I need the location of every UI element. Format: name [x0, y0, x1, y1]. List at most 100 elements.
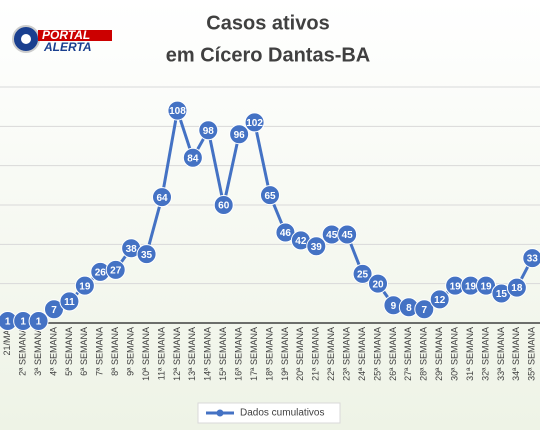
x-tick-label: 26ª SEMANA	[388, 327, 398, 381]
x-tick-label: 35ª SEMANA	[527, 327, 537, 381]
marker	[229, 124, 250, 145]
data-label: 26	[95, 268, 107, 279]
x-tick-label: 4ª SEMANA	[48, 327, 58, 376]
data-label: 18	[511, 283, 523, 294]
data-label: 108	[169, 106, 186, 117]
x-tick-label: 21ª SEMANA	[311, 327, 321, 381]
marker	[74, 275, 95, 296]
x-tick-label: 12ª SEMANA	[172, 327, 182, 381]
logo-text: ALERTA	[43, 40, 92, 54]
x-tick-label: 3ª SEMANA	[33, 327, 43, 376]
x-tick-label: 22ª SEMANA	[326, 327, 336, 381]
logo-icon	[21, 34, 31, 44]
data-label: 7	[51, 305, 57, 316]
x-tick-label: 20ª SEMANA	[295, 327, 305, 381]
data-label: 15	[496, 289, 508, 300]
x-tick-label: 28ª SEMANA	[419, 327, 429, 381]
chart-title: em Cícero Dantas-BA	[166, 44, 371, 66]
logo: PORTAL ALERTA	[12, 25, 112, 54]
marker	[337, 224, 358, 245]
data-label: 27	[110, 266, 122, 277]
marker	[59, 291, 80, 312]
x-tick-label: 2ª SEMANA	[18, 327, 28, 376]
legend-marker	[216, 409, 224, 417]
x-tick-label: 27ª SEMANA	[403, 327, 413, 381]
x-tick-label: 30ª SEMANA	[450, 327, 460, 381]
data-label: 33	[527, 254, 539, 265]
data-label: 64	[156, 193, 168, 204]
x-tick-label: 14ª SEMANA	[203, 327, 213, 381]
marker	[368, 273, 388, 294]
x-tick-label: 7ª SEMANA	[95, 327, 105, 376]
x-tick-label: 8ª SEMANA	[110, 327, 120, 376]
data-label: 96	[234, 130, 246, 141]
data-label: 1	[5, 317, 11, 328]
data-label: 45	[342, 230, 354, 241]
data-label: 98	[203, 126, 215, 137]
marker	[352, 263, 373, 284]
marker	[198, 120, 219, 141]
x-tick-label: 6ª SEMANA	[79, 327, 89, 376]
data-label: 12	[434, 295, 446, 306]
data-label: 84	[187, 153, 199, 164]
data-label: 38	[126, 244, 138, 255]
data-label: 39	[311, 242, 323, 253]
x-tick-label: 21/MAI	[2, 327, 12, 356]
marker	[213, 195, 234, 215]
marker	[414, 299, 435, 320]
x-tick-label: 11ª SEMANA	[156, 327, 166, 380]
data-label: 60	[218, 201, 230, 212]
data-label: 11	[64, 297, 75, 308]
data-label: 19	[480, 281, 492, 292]
x-tick-label: 13ª SEMANA	[187, 327, 197, 381]
data-label: 19	[450, 281, 462, 292]
legend: Dados cumulativos	[197, 402, 341, 424]
x-tick-label: 16ª SEMANA	[234, 327, 244, 381]
x-tick-label: 5ª SEMANA	[64, 327, 74, 376]
data-label: 25	[357, 269, 369, 280]
data-label: 9	[391, 301, 397, 312]
marker	[167, 100, 188, 121]
x-tick-label: 32ª SEMANA	[480, 327, 490, 381]
legend-label: Dados cumulativos	[240, 408, 324, 419]
marker	[28, 311, 49, 332]
marker	[182, 147, 203, 168]
data-label: 65	[264, 191, 276, 202]
legend-box	[197, 402, 341, 424]
x-tick-label: 15ª SEMANA	[218, 327, 228, 381]
data-label: 46	[280, 228, 292, 239]
x-tick-label: 24ª SEMANA	[357, 327, 367, 381]
data-label: 7	[422, 305, 428, 316]
data-label: 19	[79, 281, 91, 292]
marker	[429, 289, 450, 310]
data-label: 45	[326, 230, 338, 241]
x-tick-label: 29ª SEMANA	[434, 327, 444, 381]
x-tick-label: 17ª SEMANA	[249, 327, 259, 381]
marker	[136, 244, 157, 265]
logo-band	[38, 30, 112, 41]
data-label: 35	[141, 250, 153, 261]
x-tick-label: 31ª SEMANA	[465, 327, 475, 381]
data-label: 19	[465, 281, 477, 292]
x-tick-label: 34ª SEMANA	[511, 327, 521, 381]
x-tick-label: 33ª SEMANA	[496, 327, 506, 381]
x-tick-label: 10ª SEMANA	[141, 327, 151, 381]
x-tick-label: 23ª SEMANA	[342, 327, 352, 381]
data-label: 42	[295, 236, 307, 247]
x-tick-label: 9ª SEMANA	[126, 327, 136, 376]
data-label: 102	[246, 118, 263, 129]
marker	[260, 185, 280, 206]
marker	[506, 277, 527, 298]
data-label: 8	[406, 303, 412, 314]
x-tick-label: 19ª SEMANA	[280, 327, 290, 381]
marker	[306, 236, 327, 257]
chart-title: Casos ativos	[206, 12, 329, 34]
data-label: 20	[372, 279, 384, 290]
logo-text: PORTAL	[42, 28, 90, 42]
data-label: 1	[36, 317, 42, 328]
x-tick-label: 18ª SEMANA	[264, 327, 274, 381]
marker	[152, 187, 172, 208]
marker	[522, 248, 540, 269]
